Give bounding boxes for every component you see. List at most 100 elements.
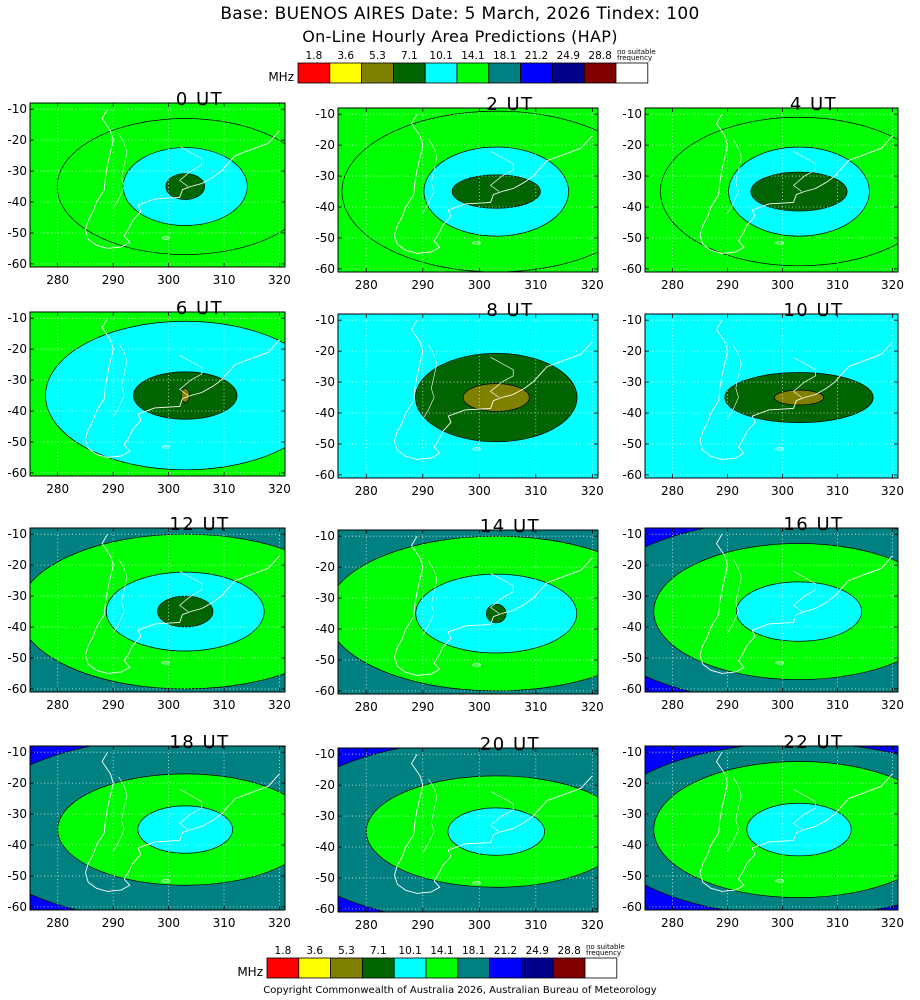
y-tick-label: -40 [622,200,642,214]
x-tick-label: 290 [102,273,125,287]
panel-ut-label: 20 UT [480,734,540,755]
river-border [490,356,514,398]
y-tick-label: -50 [7,869,27,883]
andes-border [422,778,438,854]
legend-value-1: 3.6 [337,50,354,62]
frequency-band-3 [746,802,852,857]
legend-swatch-9 [583,62,617,84]
x-tick-label: 290 [716,698,739,712]
y-tick-label: -20 [622,138,642,152]
andes-border [112,342,128,418]
legend-value-2: 5.3 [369,50,386,62]
x-tick-label: 320 [581,918,604,932]
x-tick-label: 300 [468,700,491,714]
x-tick-label: 280 [661,916,684,930]
x-tick-label: 280 [355,278,378,292]
x-tick-label: 280 [355,484,378,498]
y-tick-label: -20 [622,344,642,358]
panel-ut-label: 4 UT [790,94,837,115]
copyright-notice: Copyright Commonwealth of Australia 2026… [263,985,657,996]
frequency-band-3 [180,388,190,403]
panel-ut-label: 16 UT [783,514,843,535]
x-tick-label: 290 [102,916,125,930]
y-tick-label: -20 [622,776,642,790]
x-tick-label: 300 [468,278,491,292]
frequency-band-3 [157,595,214,628]
y-tick-label: -40 [7,838,27,852]
x-tick-label: 320 [881,698,904,712]
y-tick-label: -10 [622,527,642,541]
falkland-islands [775,661,785,665]
y-tick-label: -50 [622,437,642,451]
legend-value-6: 18.1 [462,945,485,957]
panel-frame [644,313,899,479]
coastline [394,535,593,676]
falkland-islands [472,663,481,667]
x-tick-label: 300 [771,698,794,712]
x-tick-label: 310 [524,484,547,498]
andes-border [112,133,128,209]
y-tick-label: -10 [622,745,642,759]
legend-unit-label: MHz [268,70,294,84]
y-tick-label: -60 [315,902,335,916]
x-tick-label: 290 [102,482,125,496]
x-tick-label: 310 [213,698,236,712]
falkland-islands [775,879,785,883]
y-tick-label: -30 [7,164,27,178]
frequency-band-3 [750,171,848,212]
y-tick-label: -60 [7,257,27,271]
falkland-islands [775,241,785,245]
color-legend-top: MHz 1.8 3.6 5.3 7.1 10.1 14.1 18.1 21.2 24.9 28.8 n… [268,48,655,84]
legend-no-freq-1: no suitable [586,943,625,951]
x-tick-label: 280 [46,273,69,287]
x-tick-label: 320 [581,278,604,292]
coastline [699,533,893,674]
y-tick-label: -10 [315,529,335,543]
y-tick-label: -50 [315,871,335,885]
legend-value-4: 10.1 [398,945,421,957]
y-tick-label: -40 [7,620,27,634]
y-tick-label: -10 [7,102,27,116]
legend-value-5: 14.1 [430,945,453,957]
y-tick-label: -10 [7,527,27,541]
y-tick-label: -60 [7,900,27,914]
legend-value-3: 7.1 [401,50,418,62]
x-tick-label: 290 [716,484,739,498]
y-tick-label: -40 [7,404,27,418]
andes-border [112,776,128,852]
legend-swatch-8 [521,957,554,979]
x-tick-label: 280 [355,918,378,932]
x-tick-label: 310 [213,273,236,287]
frequency-band-3 [486,603,507,624]
panel-frame [29,527,286,693]
legend-swatch-0 [297,62,331,84]
panel-frame [29,102,286,268]
panel-ut-label: 14 UT [480,516,540,537]
y-tick-label: -60 [622,682,642,696]
x-tick-label: 320 [268,698,291,712]
legend-value-9: 28.8 [557,945,580,957]
andes-border [422,560,438,636]
river-border [792,356,816,398]
falkland-islands [161,236,171,240]
y-tick-label: -20 [315,138,335,152]
frequency-band-3 [447,807,545,856]
map-panel-5: 280 290 300 310 320 -10 -20 -30 -40 -50 -60 10 UT [622,300,904,498]
legend-swatch-4 [424,62,458,84]
x-tick-label: 280 [355,700,378,714]
y-tick-label: -10 [7,745,27,759]
river-border [179,788,203,830]
page-title: Base: BUENOS AIRES Date: 5 March, 2026 T… [220,4,700,24]
legend-swatch-7 [489,957,522,979]
y-tick-label: -40 [622,620,642,634]
x-tick-label: 280 [46,482,69,496]
andes-border [422,138,438,214]
legend-swatch-8 [552,62,585,84]
map-panel-0: 280 290 300 310 320 -10 -20 -30 -40 -50 -60 0 UT [7,89,291,287]
legend-swatch-10 [584,957,618,979]
legend-swatch-9 [552,957,586,979]
y-tick-label: -50 [622,869,642,883]
color-legend-bottom: MHz 1.8 3.6 5.3 7.1 10.1 14.1 18.1 21.2 24.9 28.8 n… [237,943,624,979]
y-tick-label: -20 [7,776,27,790]
andes-border [727,138,742,214]
